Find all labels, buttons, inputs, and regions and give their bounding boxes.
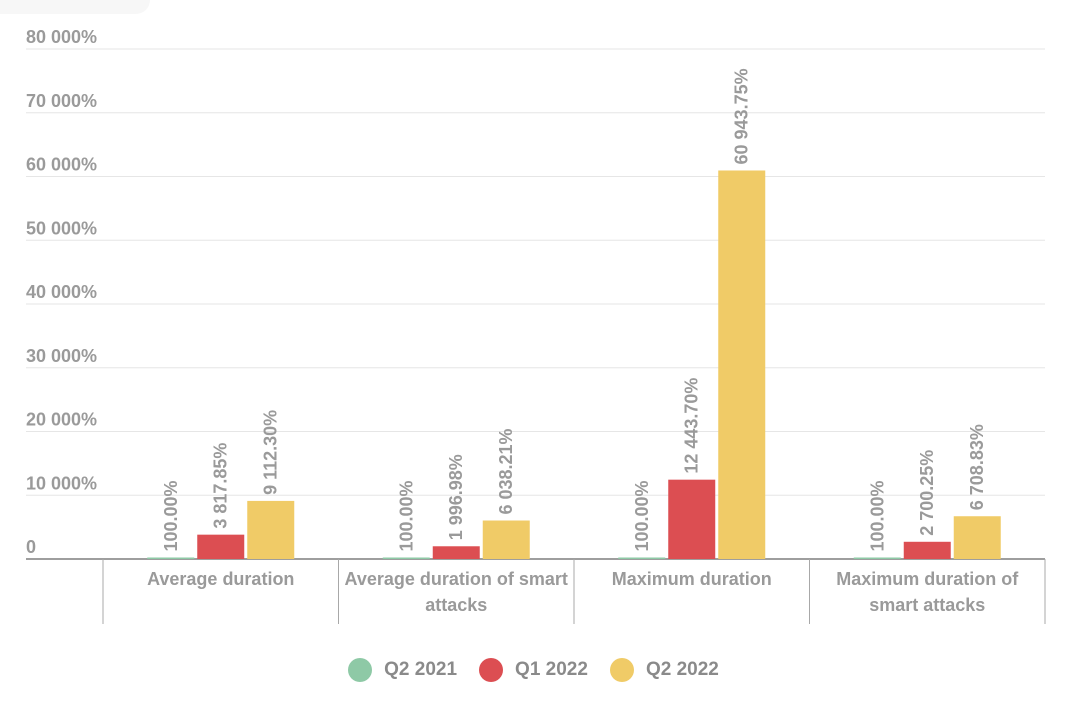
bar-value-label: 60 943.75% [732, 68, 752, 164]
bar-value-label: 9 112.30% [261, 410, 281, 495]
bar [147, 557, 195, 559]
bar [903, 541, 951, 559]
corner-decoration [0, 0, 150, 14]
x-category-label: Average duration of smart [345, 569, 568, 589]
y-tick-label: 30 000% [26, 346, 97, 366]
bar [432, 546, 480, 559]
bar-value-label: 2 700.25% [917, 450, 937, 536]
bar-chart: 0 10 000% 20 000% 30 000% 40 000% 50 000% 60 0… [26, 27, 1046, 624]
bar-value-label: 1 996.98% [446, 454, 466, 540]
y-tick-label: 80 000% [26, 27, 97, 47]
x-category-label: smart attacks [869, 595, 985, 615]
x-category-label: Maximum duration [612, 569, 772, 589]
legend-swatch-q2-2022 [609, 658, 634, 682]
bar-value-label: 6 038.21% [496, 428, 516, 514]
chart-legend: Q2 2021 Q1 2022 Q2 2022 [0, 658, 1075, 682]
bar-value-label: 100.00% [632, 480, 652, 551]
bar-value-label: 100.00% [161, 480, 181, 551]
legend-item-q2-2022[interactable]: Q2 2022 [609, 658, 719, 682]
x-category-label: attacks [425, 595, 487, 615]
bar [618, 557, 666, 559]
bar [668, 479, 716, 559]
bar-value-label: 100.00% [867, 480, 887, 551]
y-tick-label: 60 000% [26, 155, 97, 175]
bar [853, 557, 901, 559]
x-category-label: Maximum duration of [836, 569, 1019, 589]
legend-label-q1-2022: Q1 2022 [515, 659, 588, 680]
y-tick-label: 50 000% [26, 218, 97, 238]
y-tick-label: 10 000% [26, 473, 97, 493]
bar [247, 500, 295, 559]
bar-value-label: 3 817.85% [211, 443, 231, 529]
bar-value-label: 100.00% [396, 480, 416, 551]
legend-swatch-q2-2021 [348, 658, 373, 682]
bar [718, 170, 766, 560]
bar [197, 534, 245, 559]
bar [953, 516, 1001, 559]
legend-item-q2-2021[interactable]: Q2 2021 [348, 658, 457, 682]
legend-swatch-q1-2022 [479, 658, 504, 682]
y-tick-label: 20 000% [26, 410, 97, 430]
bar-value-label: 12 443.70% [682, 378, 702, 474]
y-tick-label: 70 000% [26, 91, 97, 111]
bar [482, 520, 530, 559]
y-tick-label: 40 000% [26, 282, 97, 302]
x-category-label: Average duration [147, 569, 294, 589]
legend-item-q1-2022[interactable]: Q1 2022 [479, 658, 588, 682]
bar [382, 557, 430, 559]
bar-value-label: 6 708.83% [967, 424, 987, 510]
legend-label-q2-2021: Q2 2021 [384, 659, 458, 680]
y-tick-label: 0 [26, 537, 36, 557]
legend-label-q2-2022: Q2 2022 [645, 659, 719, 680]
